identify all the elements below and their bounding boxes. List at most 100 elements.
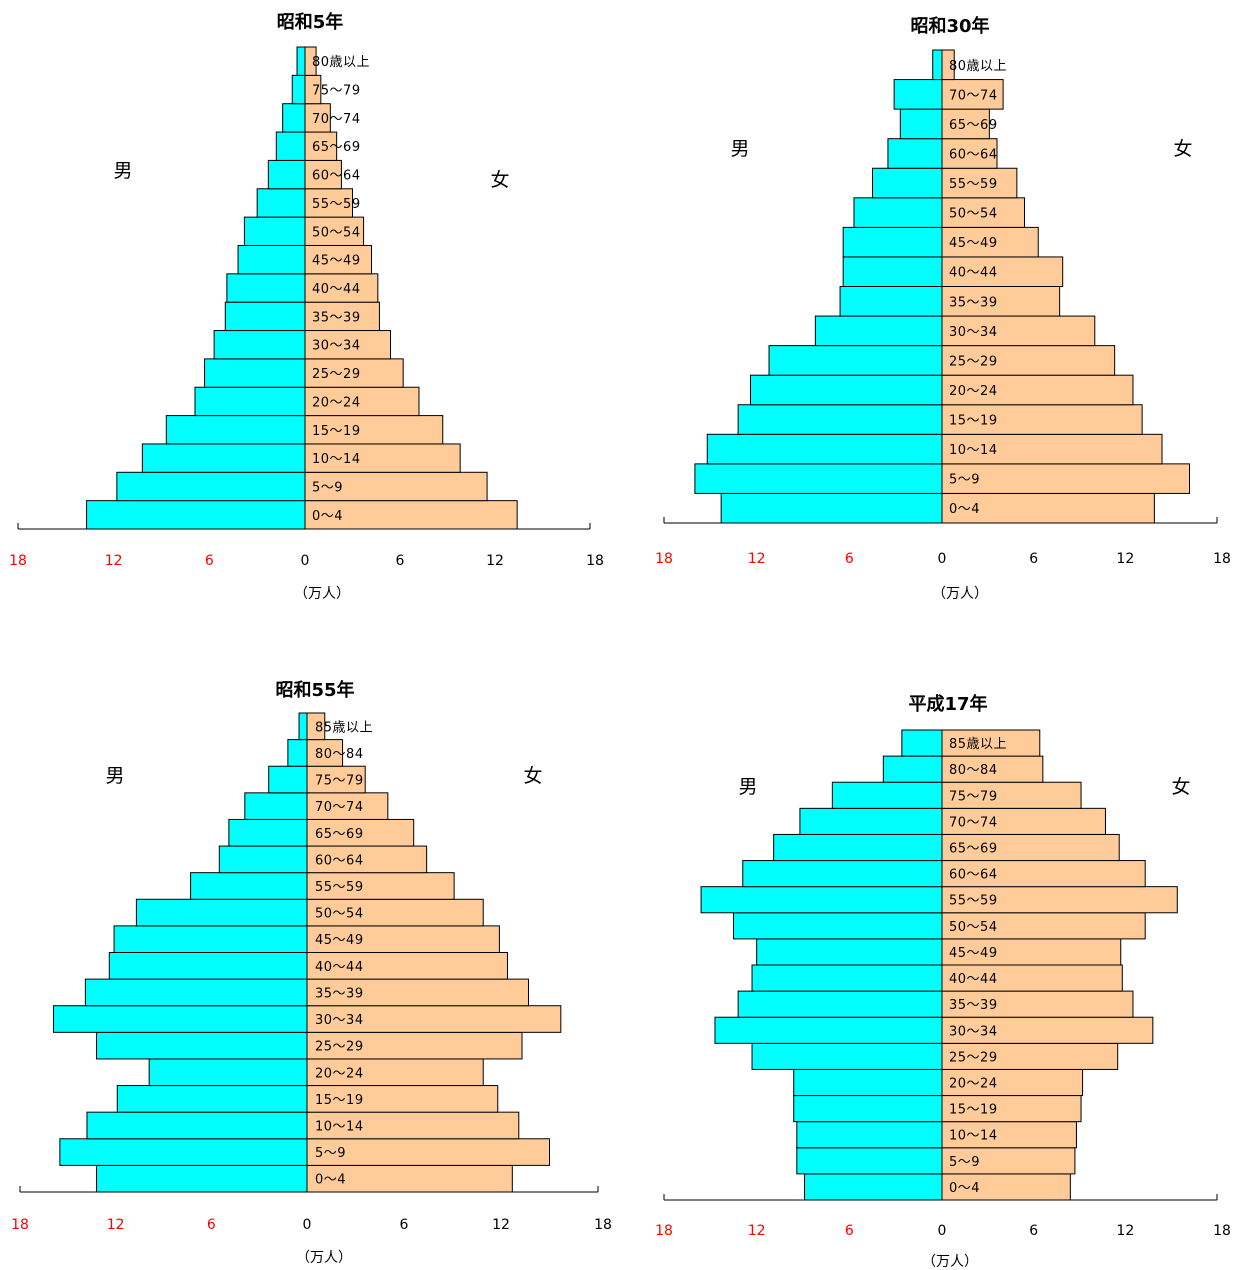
age-group-label: 50～54 <box>949 207 998 222</box>
male-label: 男 <box>113 160 132 182</box>
male-bar <box>793 1068 943 1097</box>
male-bar <box>751 964 943 992</box>
female-bar <box>304 244 372 275</box>
female-bar <box>304 415 444 445</box>
unit-label: （万人） <box>922 1254 978 1270</box>
x-tick-label: 0 <box>303 1217 312 1233</box>
x-tick-label: 6 <box>207 1217 216 1233</box>
female-bar <box>941 315 1096 347</box>
age-group-label: 70～74 <box>949 88 998 103</box>
female-bar <box>941 886 1178 914</box>
age-group-label: 65～69 <box>949 842 998 857</box>
age-group-label: 30～34 <box>312 339 361 354</box>
female-bar <box>304 330 391 360</box>
male-bar <box>298 712 308 741</box>
x-tick-label: 6 <box>396 553 405 569</box>
male-bar <box>799 807 943 835</box>
female-bar <box>304 273 379 303</box>
age-group-label: 65～69 <box>312 140 361 155</box>
male-bar <box>720 492 943 524</box>
male-bar <box>893 79 943 110</box>
female-bar <box>304 103 331 133</box>
male-bar <box>244 792 308 820</box>
x-tick-label: 6 <box>205 553 214 569</box>
male-bar <box>204 358 306 388</box>
x-tick-label: 6 <box>845 1223 854 1239</box>
male-bar <box>224 301 306 332</box>
male-bar <box>165 415 306 445</box>
x-tick-label: 12 <box>748 1223 766 1239</box>
male-label: 男 <box>738 776 757 798</box>
age-group-label: 30～34 <box>949 1024 998 1039</box>
male-bar <box>218 845 308 874</box>
female-bar <box>941 860 1146 888</box>
age-group-label: 5～9 <box>949 1155 980 1170</box>
female-bar <box>941 286 1061 317</box>
x-tick-label: 0 <box>301 553 310 569</box>
age-group-label: 60～64 <box>949 868 998 883</box>
male-bar <box>796 1147 943 1175</box>
age-group-label: 45～49 <box>949 946 998 961</box>
x-tick-label: 18 <box>655 1223 673 1239</box>
male-bar <box>267 159 306 190</box>
female-bar <box>941 1147 1076 1175</box>
male-bar <box>751 1042 943 1070</box>
male-bar <box>296 46 306 76</box>
age-group-label: 35～39 <box>949 295 998 310</box>
age-group-label: 10～14 <box>949 443 998 458</box>
female-bar <box>306 1085 499 1113</box>
age-group-label: 25～29 <box>949 354 998 369</box>
female-label: 女 <box>523 765 542 787</box>
female-bar <box>306 792 389 820</box>
female-bar <box>941 1042 1119 1070</box>
male-bar <box>831 781 943 809</box>
age-group-label: 40～44 <box>315 960 364 975</box>
age-group-label: 65～69 <box>315 827 364 842</box>
male-bar <box>842 256 943 287</box>
male-bar <box>882 755 943 783</box>
age-group-label: 50～54 <box>949 920 998 935</box>
x-tick-label: 6 <box>1029 1223 1038 1239</box>
male-bar <box>773 833 943 862</box>
x-tick-label: 18 <box>11 1217 29 1233</box>
male-bar <box>839 286 943 317</box>
x-tick-label: 6 <box>845 551 854 567</box>
age-group-label: 75～79 <box>312 84 361 99</box>
female-bar <box>306 1138 550 1166</box>
female-bar <box>304 188 353 218</box>
age-group-label: 80歳以上 <box>312 55 370 70</box>
male-bar <box>52 1005 308 1033</box>
male-bar <box>804 1173 943 1201</box>
age-group-label: 55～59 <box>315 880 364 895</box>
female-label: 女 <box>1173 138 1192 160</box>
male-bar <box>59 1138 308 1166</box>
x-tick-label: 18 <box>655 551 673 567</box>
male-bar <box>86 1111 308 1140</box>
age-group-label: 60～64 <box>312 169 361 184</box>
x-tick-label: 12 <box>107 1217 125 1233</box>
chart-title: 平成17年 <box>908 693 987 715</box>
x-tick-label: 12 <box>748 551 766 567</box>
male-bar <box>706 433 943 465</box>
female-bar <box>306 1058 484 1087</box>
male-bar <box>268 765 308 794</box>
female-bar <box>941 964 1123 992</box>
age-group-label: 35～39 <box>315 986 364 1001</box>
female-bar <box>941 938 1122 966</box>
female-bar <box>941 49 955 81</box>
male-bar <box>814 315 943 347</box>
male-bar <box>796 1121 943 1149</box>
female-bar <box>941 1068 1084 1097</box>
female-bar <box>941 138 998 169</box>
age-group-label: 75～79 <box>949 789 998 804</box>
male-bar <box>96 1031 308 1060</box>
age-group-label: 85歳以上 <box>315 720 373 735</box>
unit-label: （万人） <box>294 586 350 602</box>
male-bar <box>228 818 308 847</box>
female-bar <box>941 226 1039 258</box>
age-group-label: 85歳以上 <box>949 737 1007 752</box>
age-group-label: 80～84 <box>949 763 998 778</box>
